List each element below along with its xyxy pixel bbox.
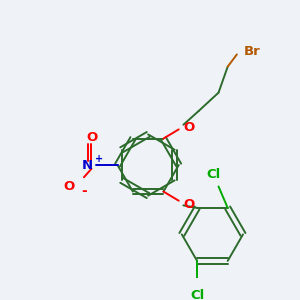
Text: O: O	[87, 130, 98, 144]
Text: N: N	[82, 159, 93, 172]
Text: Br: Br	[243, 45, 260, 58]
Text: Cl: Cl	[207, 168, 221, 181]
Text: -: -	[81, 184, 87, 198]
Text: +: +	[95, 154, 103, 164]
Text: O: O	[63, 180, 75, 193]
Text: O: O	[183, 121, 195, 134]
Text: O: O	[183, 198, 195, 211]
Text: Cl: Cl	[190, 289, 204, 300]
